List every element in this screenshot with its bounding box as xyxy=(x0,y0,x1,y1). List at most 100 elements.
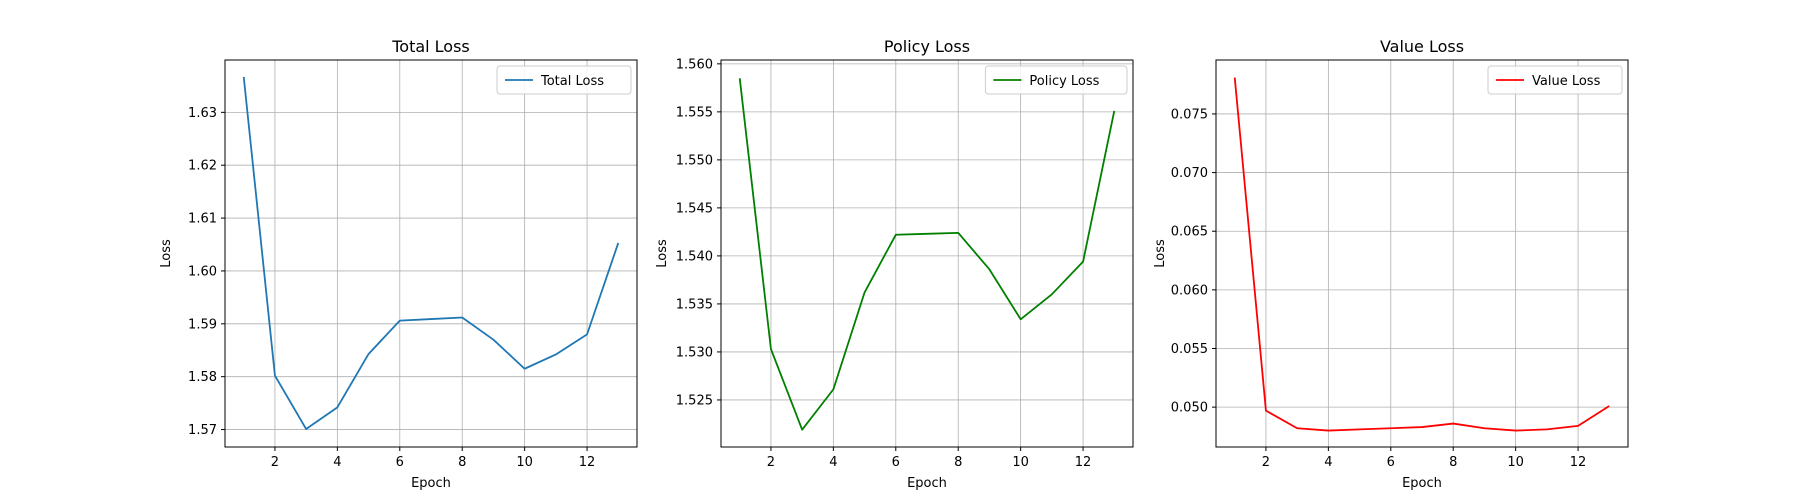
data-point xyxy=(1546,428,1548,430)
data-point xyxy=(895,234,897,236)
y-tick-label: 1.63 xyxy=(188,106,217,121)
legend: Value Loss xyxy=(1487,65,1623,95)
y-axis-label: Loss xyxy=(655,239,670,268)
data-point xyxy=(555,353,557,355)
axes-frame xyxy=(224,59,638,448)
data-point xyxy=(336,406,338,408)
y-tick-label: 1.525 xyxy=(676,393,713,408)
y-tick-label: 1.61 xyxy=(188,212,217,227)
chart-panel-2: 2 4 6 8 10 12 1.525 1.530 1.535 1.540 1.545 1.550 1.… xyxy=(655,37,1134,491)
y-tick-label: 1.555 xyxy=(676,105,713,120)
y-tick-label: 1.535 xyxy=(676,297,713,312)
y-tick-label: 1.530 xyxy=(676,345,713,360)
data-point xyxy=(801,429,803,431)
x-axis-label: Epoch xyxy=(411,476,451,491)
data-point xyxy=(1358,428,1360,430)
x-tick-label: 8 xyxy=(458,455,466,470)
data-point xyxy=(1019,318,1021,320)
x-tick-label: 2 xyxy=(767,455,775,470)
chart-panel-3: 2 4 6 8 10 12 0.050 0.055 0.060 0.065 0.070 0.075 Va… xyxy=(1153,37,1629,491)
data-point xyxy=(461,316,463,318)
data-point xyxy=(399,319,401,321)
y-tick-label: 1.545 xyxy=(676,201,713,216)
y-axis-label: Loss xyxy=(159,239,174,268)
data-point xyxy=(586,333,588,335)
x-tick-label: 4 xyxy=(829,455,837,470)
chart-panel-1: 2 4 6 8 10 12 1.57 1.58 1.59 1.60 1.61 1.62 1.63 Tota… xyxy=(159,37,638,491)
data-point xyxy=(243,76,245,78)
data-point xyxy=(1113,110,1115,112)
x-tick-label: 6 xyxy=(892,455,900,470)
data-point xyxy=(988,268,990,270)
y-tick-label: 0.070 xyxy=(1171,166,1208,181)
x-tick-label: 2 xyxy=(1262,455,1270,470)
x-tick-label: 8 xyxy=(1449,455,1457,470)
data-point xyxy=(1452,422,1454,424)
x-tick-label: 12 xyxy=(1075,455,1092,470)
y-tick-label: 1.60 xyxy=(188,264,217,279)
series-line xyxy=(738,78,1116,431)
data-point xyxy=(1514,429,1516,431)
data-point xyxy=(305,428,307,430)
data-point xyxy=(1483,427,1485,429)
data-point xyxy=(1327,429,1329,431)
x-tick-label: 10 xyxy=(516,455,533,470)
y-tick-label: 1.550 xyxy=(676,153,713,168)
x-tick-label: 4 xyxy=(1324,455,1332,470)
data-point xyxy=(1421,426,1423,428)
legend: Total Loss xyxy=(496,65,632,95)
data-point xyxy=(367,353,369,355)
data-point xyxy=(1265,409,1267,411)
y-tick-label: 0.055 xyxy=(1171,342,1208,357)
data-point xyxy=(739,77,741,79)
legend-box xyxy=(1487,65,1623,95)
data-point xyxy=(832,388,834,390)
data-point xyxy=(926,233,928,235)
y-tick-label: 1.59 xyxy=(188,317,217,332)
data-point xyxy=(1082,260,1084,262)
data-point xyxy=(770,348,772,350)
x-tick-label: 12 xyxy=(1570,455,1587,470)
x-tick-label: 10 xyxy=(1012,455,1029,470)
data-point xyxy=(1234,76,1236,78)
legend-box xyxy=(496,65,632,95)
chart-title: Policy Loss xyxy=(884,37,970,56)
x-tick-label: 6 xyxy=(1387,455,1395,470)
y-tick-label: 0.065 xyxy=(1171,225,1208,240)
y-tick-label: 1.58 xyxy=(188,370,217,385)
data-point xyxy=(1608,405,1610,407)
y-tick-label: 1.57 xyxy=(188,423,217,438)
y-axis-label: Loss xyxy=(1153,239,1168,268)
y-tick-label: 1.62 xyxy=(188,159,217,174)
legend-label: Policy Loss xyxy=(1029,74,1099,89)
axes-frame xyxy=(1215,59,1629,448)
x-tick-label: 10 xyxy=(1507,455,1524,470)
data-point xyxy=(492,338,494,340)
chart-title: Value Loss xyxy=(1380,37,1464,56)
data-point xyxy=(274,374,276,376)
legend-box xyxy=(984,65,1128,95)
legend-label: Total Loss xyxy=(540,74,604,89)
y-tick-label: 0.075 xyxy=(1171,107,1208,122)
data-point xyxy=(863,291,865,293)
y-tick-label: 0.060 xyxy=(1171,283,1208,298)
legend-label: Value Loss xyxy=(1532,74,1601,89)
data-point xyxy=(523,368,525,370)
axes-frame xyxy=(720,59,1134,448)
x-tick-label: 4 xyxy=(333,455,341,470)
data-point xyxy=(617,242,619,244)
series-line xyxy=(1233,77,1610,432)
x-axis-label: Epoch xyxy=(907,476,947,491)
data-point xyxy=(1577,425,1579,427)
data-point xyxy=(1390,427,1392,429)
x-tick-label: 12 xyxy=(579,455,596,470)
x-axis-label: Epoch xyxy=(1402,476,1442,491)
chart-title: Total Loss xyxy=(391,37,470,56)
y-tick-label: 0.050 xyxy=(1171,401,1208,416)
series-line xyxy=(242,76,620,430)
y-tick-label: 1.540 xyxy=(676,249,713,264)
x-tick-label: 6 xyxy=(396,455,404,470)
x-tick-label: 8 xyxy=(954,455,962,470)
data-point xyxy=(430,318,432,320)
